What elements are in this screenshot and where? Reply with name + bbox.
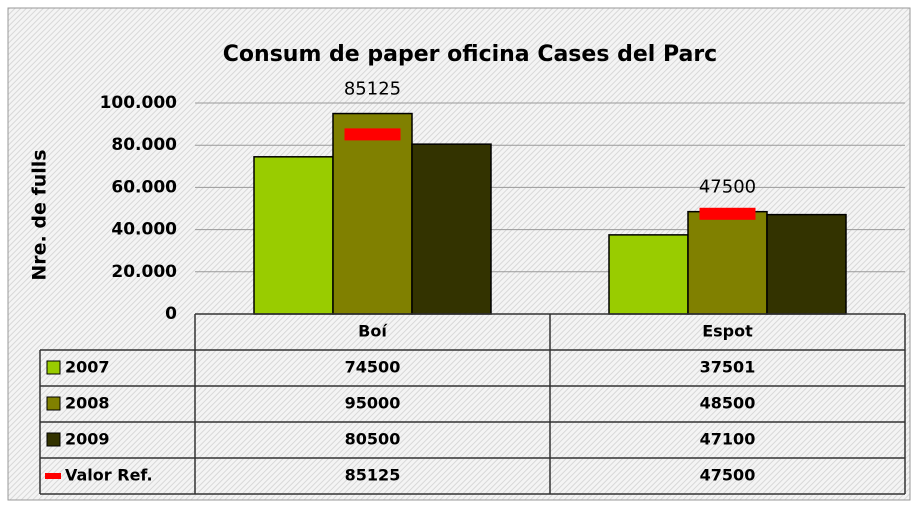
table-value: 85125 <box>345 466 401 485</box>
data-label: 85125 <box>344 79 401 100</box>
bar <box>766 213 847 315</box>
table-value: 37501 <box>700 358 756 377</box>
table-value: 95000 <box>345 394 401 413</box>
table-value: 48500 <box>700 394 756 413</box>
bar <box>332 112 413 315</box>
legend-label: 2008 <box>65 394 110 413</box>
table-value: 47100 <box>700 430 756 449</box>
table-value: 74500 <box>345 358 401 377</box>
y-tick-label: 80.000 <box>111 135 177 155</box>
chart-title: Consum de paper oficina Cases del Parc <box>223 42 717 67</box>
legend-label: Valor Ref. <box>65 466 153 485</box>
bar <box>411 143 492 315</box>
legend-key <box>46 396 61 411</box>
legend-key <box>45 473 61 479</box>
bar <box>687 210 768 315</box>
legend-key <box>46 360 61 375</box>
table-value: 47500 <box>700 466 756 485</box>
bar <box>253 156 334 315</box>
y-tick-label: 100.000 <box>100 93 178 113</box>
table-value: 80500 <box>345 430 401 449</box>
ref-marker <box>699 207 756 220</box>
legend-label: 2009 <box>65 430 110 449</box>
bar <box>608 234 689 315</box>
y-tick-label: 60.000 <box>111 177 177 197</box>
y-tick-label: 0 <box>165 304 177 324</box>
y-tick-label: 20.000 <box>111 262 177 282</box>
legend-label: 2007 <box>65 358 110 377</box>
data-label: 47500 <box>699 177 756 198</box>
table-header: Boí <box>358 322 388 341</box>
ref-marker <box>344 128 401 141</box>
table-header: Espot <box>702 322 753 341</box>
y-tick-label: 40.000 <box>111 220 177 240</box>
legend-key <box>46 432 61 447</box>
y-axis-label: Nre. de fulls <box>29 149 51 280</box>
